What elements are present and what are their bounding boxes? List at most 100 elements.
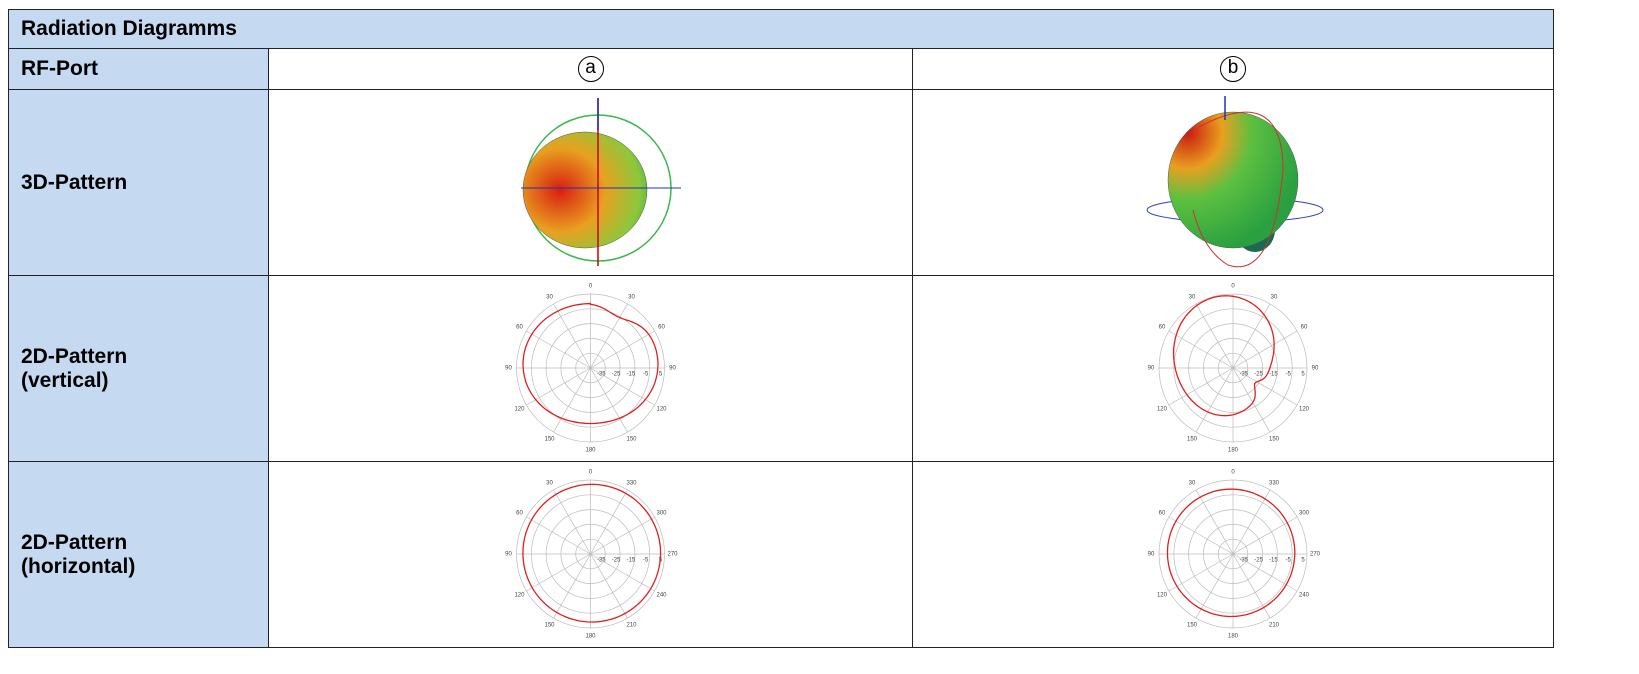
angle-label: 180 [1228, 448, 1239, 454]
angle-label: 30 [628, 295, 635, 301]
angle-label: 0 [1231, 284, 1235, 290]
row-label: 2D-Pattern (horizontal) [8, 461, 269, 648]
row-label: RF-Port [8, 48, 269, 90]
angle-label: 90 [1148, 366, 1155, 372]
polar-spoke [1168, 553, 1234, 592]
polar-spoke [553, 553, 591, 619]
angle-label: 330 [1269, 481, 1280, 487]
angle-label: 300 [1299, 511, 1310, 517]
angle-label: 60 [1159, 511, 1166, 517]
polar-spoke [553, 303, 591, 369]
radial-label: 5 [659, 558, 663, 564]
angle-label: 210 [1269, 623, 1280, 629]
angle-label: 150 [1187, 437, 1198, 443]
angle-label: 30 [1189, 481, 1196, 487]
pattern-curve [1166, 488, 1296, 618]
polar-spoke [526, 367, 591, 406]
angle-label: 0 [589, 284, 593, 290]
radial-label: 5 [659, 372, 663, 378]
angle-label: 150 [626, 437, 637, 443]
radial-label: -15 [627, 372, 636, 378]
angle-label: 330 [626, 481, 637, 487]
polar-spoke [590, 489, 628, 555]
polar-spoke [590, 553, 655, 592]
polar-spoke [1232, 303, 1271, 369]
radial-label: -5 [643, 558, 649, 564]
angle-label: 30 [1271, 295, 1278, 301]
polar-spoke [1232, 367, 1271, 433]
angle-label: 120 [514, 407, 525, 413]
angle-label: 60 [516, 325, 523, 331]
port-label: a [577, 56, 604, 82]
angle-label: 120 [514, 593, 525, 599]
angle-label: 90 [1312, 366, 1319, 372]
polar-spoke [590, 516, 655, 555]
radial-label: -15 [627, 558, 636, 564]
polar-chart: -35-25-15-550330300270240210180150120906… [505, 470, 678, 640]
angle-label: 120 [657, 407, 668, 413]
port-label: b [1220, 56, 1246, 82]
angle-label: 120 [1157, 593, 1168, 599]
angle-label: 180 [585, 448, 596, 454]
angle-label: 90 [505, 552, 512, 558]
radial-label: -5 [643, 372, 649, 378]
polar-spoke [590, 330, 655, 369]
pattern-3d-image [1146, 96, 1324, 268]
pattern-curve [522, 483, 662, 623]
angle-label: 60 [1159, 325, 1166, 331]
radial-label: -25 [1254, 558, 1263, 564]
angle-label: 90 [669, 366, 676, 372]
angle-label: 150 [544, 437, 555, 443]
polar-spoke [553, 489, 591, 555]
pattern-curve [1172, 295, 1275, 417]
polar-spoke [526, 330, 591, 369]
angle-label: 240 [1299, 593, 1310, 599]
radial-label: -5 [1286, 372, 1292, 378]
polar-spoke [1168, 367, 1234, 406]
polar-spoke [590, 303, 628, 369]
table-title: Radiation Diagramms [8, 9, 1554, 49]
angle-label: 30 [546, 295, 553, 301]
radial-label: -15 [1269, 558, 1278, 564]
angle-label: 0 [1231, 470, 1235, 476]
angle-label: 180 [1228, 634, 1239, 640]
angle-label: 30 [546, 481, 553, 487]
row-label: 2D-Pattern (vertical) [8, 275, 269, 462]
pattern-curve [522, 302, 659, 425]
polar-spoke [553, 367, 591, 433]
polar-spoke [1195, 489, 1234, 555]
polar-spoke [1232, 489, 1271, 555]
polar-spoke [590, 553, 628, 619]
angle-label: 150 [544, 623, 555, 629]
polar-spoke [1195, 553, 1234, 619]
polar-chart: -35-25-15-550330300270240210180150120906… [1148, 470, 1321, 640]
angle-label: 30 [1189, 295, 1196, 301]
polar-spoke [1168, 330, 1234, 369]
angle-label: 60 [658, 325, 665, 331]
angle-label: 90 [505, 366, 512, 372]
angle-label: 240 [657, 593, 668, 599]
polar-spoke [590, 367, 655, 406]
angle-label: 90 [1148, 552, 1155, 558]
polar-spoke [1168, 516, 1234, 555]
polar-spoke [1195, 303, 1234, 369]
radial-label: -25 [612, 372, 621, 378]
polar-spoke [526, 516, 591, 555]
polar-spoke [1195, 367, 1234, 433]
polar-spoke [1232, 553, 1271, 619]
polar-spoke [1232, 516, 1298, 555]
angle-label: 210 [626, 623, 637, 629]
angle-label: 270 [1310, 552, 1321, 558]
radiation-table: Radiation Diagramms RF-Port a b 3D-Patte… [8, 9, 1554, 648]
angle-label: 120 [1299, 407, 1310, 413]
angle-label: 180 [585, 634, 596, 640]
radial-label: -25 [1254, 372, 1263, 378]
row-label: 3D-Pattern [8, 89, 269, 276]
angle-label: 150 [1187, 623, 1198, 629]
angle-label: 120 [1157, 407, 1168, 413]
radial-label: -15 [1269, 372, 1278, 378]
angle-label: 60 [516, 511, 523, 517]
radial-label: 5 [1301, 372, 1305, 378]
angle-label: 270 [667, 552, 678, 558]
